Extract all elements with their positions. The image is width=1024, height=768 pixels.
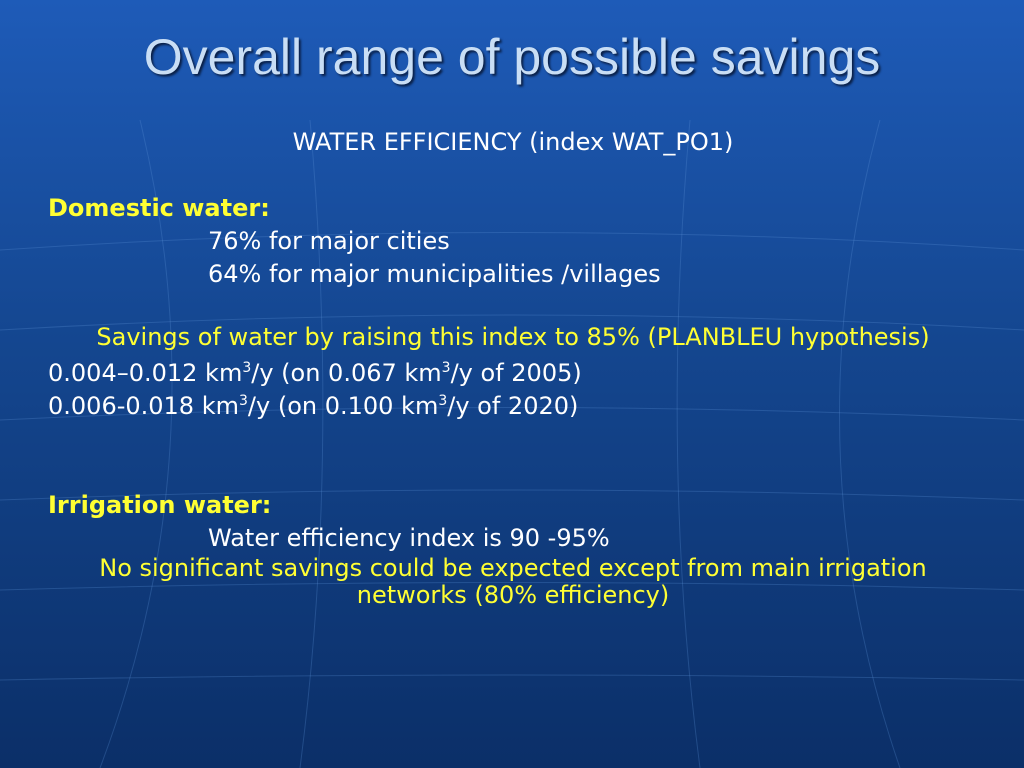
spacer xyxy=(48,159,978,192)
irrigation-index-line: Water efficiency index is 90 -95% xyxy=(208,524,610,552)
spacer xyxy=(48,456,978,489)
superscript: 3 xyxy=(242,360,252,376)
domestic-heading: Domestic water: xyxy=(48,194,270,222)
range-value: 0.004–0.012 km xyxy=(48,359,243,387)
spacer xyxy=(48,423,978,456)
domestic-item-cities: 76% for major cities xyxy=(208,227,450,255)
slide-content: WATER EFFICIENCY (index WAT_PO1) Domesti… xyxy=(48,126,978,609)
slide-title: Overall range of possible savings xyxy=(143,29,881,85)
irrigation-note: No significant savings could be expected… xyxy=(99,554,927,609)
domestic-item-municipalities: 64% for major municipalities /villages xyxy=(208,260,661,288)
range-value: 0.006-0.018 km xyxy=(48,392,239,420)
superscript: 3 xyxy=(238,393,248,409)
range-year: /y of 2020) xyxy=(447,392,579,420)
savings-note: Savings of water by raising this index t… xyxy=(96,323,930,351)
range-base: /y (on 0.067 km xyxy=(251,359,442,387)
spacer xyxy=(48,291,978,324)
superscript: 3 xyxy=(438,393,448,409)
range-year: /y of 2005) xyxy=(450,359,582,387)
irrigation-heading: Irrigation water: xyxy=(48,491,272,519)
superscript: 3 xyxy=(441,360,451,376)
range-line-2005: 0.004–0.012 km3/y (on 0.067 km3/y of 200… xyxy=(48,357,978,390)
subtitle: WATER EFFICIENCY (index WAT_PO1) xyxy=(292,128,734,156)
range-base: /y (on 0.100 km xyxy=(247,392,439,420)
range-line-2020: 0.006-0.018 km3/y (on 0.100 km3/y of 202… xyxy=(48,390,978,423)
